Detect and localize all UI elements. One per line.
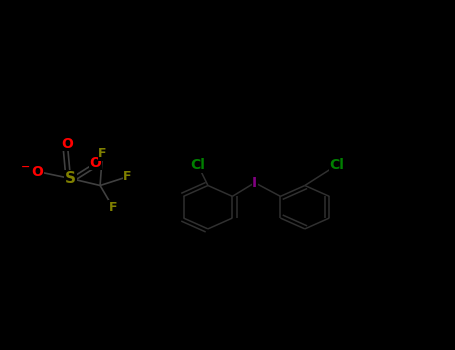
Text: F: F bbox=[109, 201, 117, 214]
Text: O: O bbox=[61, 136, 73, 150]
Text: I: I bbox=[252, 176, 258, 190]
Text: F: F bbox=[123, 170, 131, 183]
Text: Cl: Cl bbox=[329, 158, 344, 172]
Text: O: O bbox=[31, 164, 43, 178]
Text: F: F bbox=[98, 147, 106, 161]
Text: Cl: Cl bbox=[191, 158, 205, 172]
Text: S: S bbox=[65, 171, 76, 186]
Text: −: − bbox=[21, 162, 30, 172]
Text: O: O bbox=[90, 156, 101, 170]
